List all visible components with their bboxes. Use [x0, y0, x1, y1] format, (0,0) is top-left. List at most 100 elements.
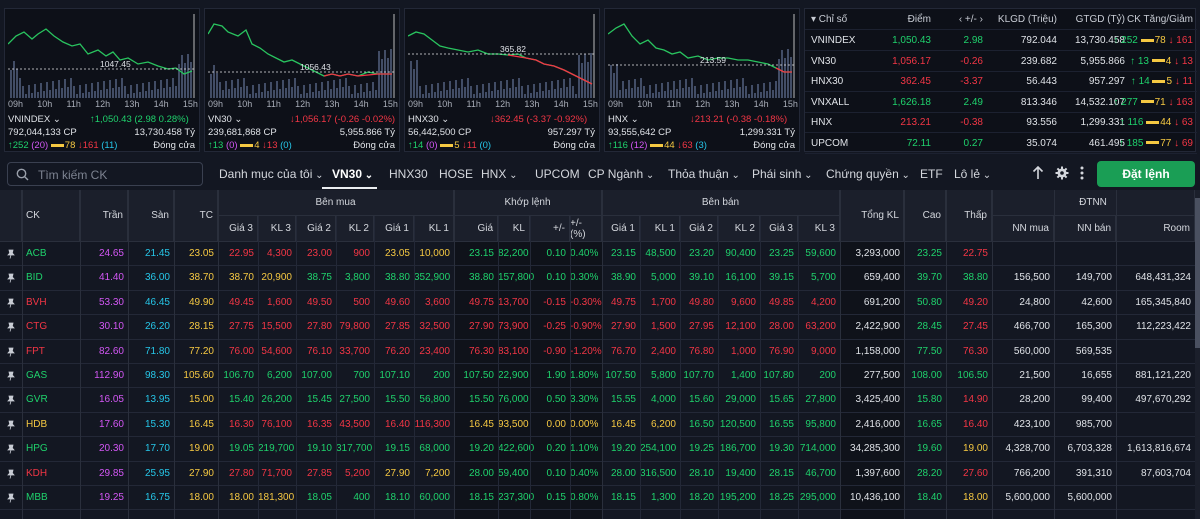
header-buy-col[interactable]: KL 3 — [258, 216, 296, 242]
header-match-col[interactable]: +/- — [530, 216, 570, 242]
index-header-cell[interactable]: ‹ +/- › — [958, 14, 983, 25]
header-total[interactable]: Tổng KL — [840, 190, 904, 242]
header-room[interactable]: Room — [1116, 216, 1195, 242]
header-foreign-group[interactable]: ĐTNN — [992, 190, 1195, 216]
index-row[interactable]: VNXALL 1,626.18 2.49 813.346 14,532.107 ↑ 277… — [805, 92, 1197, 113]
mini-chart-hnx30[interactable]: 365.82 09h 10h 11h 12h 13h 14h 15h HNX30 ⌄ ↓362.4… — [404, 8, 600, 152]
volume-bar — [703, 93, 705, 98]
place-order-button[interactable]: Đặt lệnh — [1097, 161, 1195, 187]
index-header-cell[interactable]: ▾ Chỉ số — [811, 14, 848, 25]
header-sell-group[interactable]: Bên bán — [602, 190, 840, 216]
header-buy-col[interactable]: KL 1 — [414, 216, 454, 242]
settings-icon[interactable] — [1055, 166, 1069, 180]
tab-thỏa-thuận[interactable]: Thỏa thuận ⌄ — [668, 167, 740, 181]
mini-chart-vn30[interactable]: 1056.43 09h 10h 11h 12h 13h 14h 15h VN30 ⌄ ↓1,056… — [204, 8, 400, 152]
index-row-point: 72.11 — [906, 137, 931, 149]
header-low[interactable]: Thấp — [946, 190, 992, 242]
index-row[interactable]: UPCOM 72.11 0.27 35.074 461.495 ↑ 185 77 ↓ 69 — [805, 133, 1197, 154]
pin-icon[interactable] — [6, 493, 16, 503]
mini-chart-hnx[interactable]: 213.59 09h 10h 11h 12h 13h 14h 15h HNX ⌄ ↓213.21 … — [604, 8, 800, 152]
table-row[interactable]: HDB 17.60 15.30 16.45 16.30 76,100 16.35 43,500… — [0, 413, 1195, 438]
index-name[interactable]: VNINDEX ⌄ — [8, 114, 61, 125]
pin-icon[interactable] — [6, 273, 16, 284]
ask-price: 28.10 — [688, 467, 714, 479]
header-buy-col[interactable]: Giá 2 — [296, 216, 336, 242]
header-sell-col[interactable]: KL 1 — [640, 216, 680, 242]
table-row[interactable]: GVR 16.05 13.95 15.00 15.40 26,200 15.45 27,500… — [0, 388, 1195, 413]
header-sell-col[interactable]: Giá 1 — [602, 216, 640, 242]
tab-chứng-quyền[interactable]: Chứng quyền ⌄ — [826, 167, 910, 181]
vertical-scrollbar[interactable] — [1195, 190, 1200, 519]
header-match-col[interactable]: +/- (%) — [570, 216, 602, 242]
pin-icon[interactable] — [6, 322, 16, 332]
header-sell-col[interactable]: KL 2 — [718, 216, 760, 242]
index-row[interactable]: HNX30 362.45 -3.37 56.443 957.297 ↑ 14 5 ↓ 11 — [805, 71, 1197, 92]
pin-icon[interactable] — [6, 420, 16, 430]
tab-upcom[interactable]: UPCOM — [535, 167, 580, 181]
pin-icon[interactable] — [6, 249, 16, 259]
more-icon[interactable] — [1079, 166, 1085, 180]
table-row[interactable]: CTG 30.10 26.20 28.15 27.75 15,500 27.80 79,800… — [0, 315, 1195, 340]
header-sell-col[interactable]: Giá 3 — [760, 216, 798, 242]
table-row[interactable]: HPG 20.30 17.70 19.00 19.05 219,700 19.10 317,7… — [0, 437, 1195, 462]
arrow-up-icon[interactable] — [1032, 166, 1044, 180]
header-foreign-buy[interactable]: NN mua — [992, 216, 1054, 242]
table-row[interactable]: BID 41.40 36.00 38.70 38.70 20,900 38.75 3,800 3… — [0, 266, 1195, 291]
index-row-value: 461.495 — [1088, 137, 1125, 149]
header-match-col[interactable]: Giá — [454, 216, 498, 242]
tab-vn30[interactable]: VN30 ⌄ — [332, 167, 373, 181]
index-name[interactable]: HNX ⌄ — [608, 114, 639, 125]
table-row[interactable]: GAS 112.90 98.30 105.60 106.70 6,200 107.00 700… — [0, 364, 1195, 389]
table-row[interactable]: BVH 53.30 46.45 49.90 49.45 1,600 49.50 500 49.6… — [0, 291, 1195, 316]
pin-icon[interactable] — [6, 444, 16, 454]
header-match-col[interactable]: KL — [498, 216, 530, 242]
reference-label: 1047.45 — [100, 59, 131, 69]
index-header-cell[interactable]: Điểm — [907, 14, 931, 25]
index-row[interactable]: VN30 1,056.17 -0.26 239.682 5,955.866 ↑ 13 4 … — [805, 51, 1197, 72]
index-header-cell[interactable]: KLGD (Triệu) — [997, 14, 1057, 25]
header-sell-col[interactable]: Giá 2 — [680, 216, 718, 242]
scrollbar-thumb[interactable] — [1195, 198, 1200, 348]
header-ceil[interactable]: Trần — [80, 190, 128, 242]
index-row[interactable]: HNX 213.21 -0.38 93.556 1,299.331 ↑ 116 44 ↓ … — [805, 112, 1197, 133]
sub-column-divider — [414, 216, 415, 519]
tab-lô-lẻ[interactable]: Lô lẻ ⌄ — [954, 167, 991, 181]
header-ck[interactable]: CK — [22, 190, 80, 242]
pin-icon[interactable] — [6, 347, 16, 357]
ask-volume: 46,700 — [805, 467, 836, 479]
search-input[interactable]: Tìm kiếm CK — [7, 162, 203, 186]
tab-hnx30[interactable]: HNX30 — [389, 167, 428, 181]
header-foreign-sell[interactable]: NN bán — [1054, 216, 1116, 242]
pin-icon[interactable] — [6, 469, 16, 479]
header-ref[interactable]: TC — [174, 190, 218, 242]
tab-hnx[interactable]: HNX ⌄ — [481, 167, 518, 181]
tab-danh-mục-của-tôi[interactable]: Danh mục của tôi ⌄ — [219, 167, 324, 181]
header-floor[interactable]: Sàn — [128, 190, 174, 242]
pin-icon[interactable] — [6, 395, 16, 406]
index-row[interactable]: VNINDEX 1,050.43 2.98 792.044 13,730.458 ↑ 25… — [805, 30, 1197, 51]
tab-hose[interactable]: HOSE — [439, 167, 473, 181]
pin-icon[interactable] — [6, 298, 16, 308]
header-pin-col[interactable] — [0, 190, 22, 242]
tab-etf[interactable]: ETF — [920, 167, 943, 181]
mini-chart-vnindex[interactable]: 1047.45 09h 10h 11h 12h 13h 14h 15h VNINDEX ⌄ ↑1,… — [4, 8, 200, 152]
tab-phái-sinh[interactable]: Phái sinh ⌄ — [752, 167, 813, 181]
header-buy-group[interactable]: Bên mua — [218, 190, 454, 216]
index-name[interactable]: HNX30 ⌄ — [408, 114, 450, 125]
header-buy-col[interactable]: KL 2 — [336, 216, 374, 242]
table-row[interactable]: KDH 29.85 25.95 27.90 27.80 71,700 27.85 5,200 2… — [0, 462, 1195, 486]
table-row[interactable]: FPT 82.60 71.80 77.20 76.00 54,600 76.10 33,700… — [0, 340, 1195, 364]
index-header-cell[interactable]: GTGD (Tỷ) — [1075, 14, 1125, 25]
pin-icon[interactable] — [6, 371, 16, 381]
header-match-group[interactable]: Khớp lệnh — [454, 190, 602, 216]
header-high[interactable]: Cao — [904, 190, 946, 242]
header-sell-col[interactable]: KL 3 — [798, 216, 840, 242]
tab-cp-ngành[interactable]: CP Ngành ⌄ — [588, 167, 654, 181]
index-header-cell[interactable]: CK Tăng/Giảm — [1127, 14, 1193, 25]
header-buy-col[interactable]: Giá 1 — [374, 216, 414, 242]
header-buy-col[interactable]: Giá 3 — [218, 216, 258, 242]
volume-bar — [190, 62, 192, 98]
table-row[interactable]: MBB 19.25 16.75 18.00 18.00 181,300 18.05 400 18… — [0, 486, 1195, 511]
table-row[interactable]: ACB 24.65 21.45 23.05 22.95 4,300 23.00 900 23.0… — [0, 242, 1195, 267]
index-name[interactable]: VN30 ⌄ — [208, 114, 243, 125]
